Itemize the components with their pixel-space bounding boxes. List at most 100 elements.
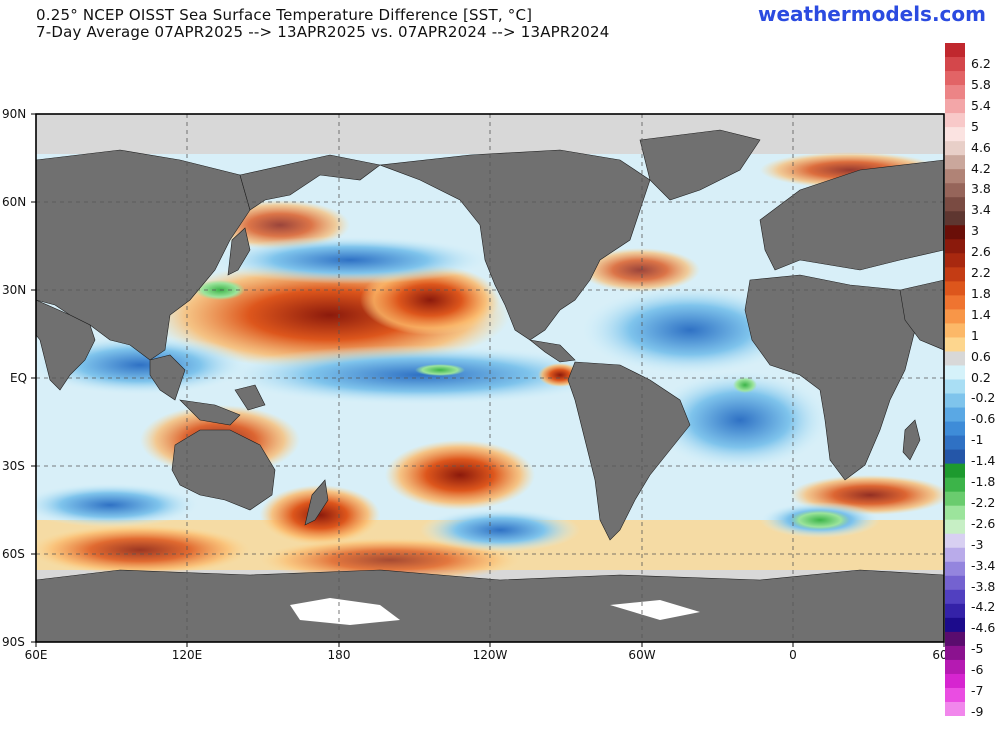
chart-subtitle: 7-Day Average 07APR2025 --> 13APR2025 vs… [36,23,610,41]
colorbar-swatch [945,435,965,451]
lon-label-120e: 120E [171,648,203,662]
colorbar-swatch [945,603,965,619]
colorbar-swatch [945,337,965,352]
colorbar-swatch [945,113,965,128]
colorbar-swatch [945,267,965,282]
lon-label-0: 0 [789,648,797,662]
colorbar-swatch [945,659,965,675]
colorbar-swatch [945,183,965,198]
colorbar-swatch [945,673,965,689]
colorbar-label: 3.8 [971,181,991,197]
colorbar-label: 3 [971,223,979,239]
europe-landmass [759,159,944,271]
colorbar-label: 2.6 [971,244,991,260]
south-pacific-warm-anomaly [385,440,535,510]
colorbar-swatch [945,687,965,703]
colorbar-swatch [945,351,965,366]
colorbar-swatch [945,505,965,521]
colorbar-swatch [945,701,965,716]
lat-label-90n: 90N [2,107,27,121]
colorbar-label: -0.6 [971,411,996,427]
colorbar-label: -3 [971,536,984,552]
colorbar-swatch [945,127,965,142]
colorbar-label: -4.6 [971,620,996,636]
axis-ticks [31,113,945,647]
colorbar-label: -9 [971,703,984,719]
colorbar-swatch [945,407,965,423]
colorbar-swatch [945,57,965,72]
colorbar-label: 1 [971,327,979,343]
colorbar-swatch [945,43,965,58]
colorbar-label: -1.8 [971,474,996,489]
colorbar-swatch [945,575,965,591]
asia-landmass [36,149,251,361]
colorbar-label: 4.6 [971,139,991,155]
colorbar-swatch [945,169,965,184]
colorbar-swatch [945,211,965,226]
colorbar-label: 4.2 [971,160,991,176]
equatorial-pacific-cool-anomaly [220,345,620,405]
colorbar-swatch [945,71,965,86]
colorbar-swatch [945,281,965,296]
brand-logo-text[interactable]: weathermodels.com [757,2,986,26]
colorbar-swatch [945,547,965,563]
lat-label-eq: EQ [10,371,28,385]
lon-label-180: 180 [327,648,351,662]
australia-landmass [171,429,276,511]
colorbar-swatch [945,449,965,465]
lat-label-90s: 90S [2,635,25,649]
colorbar-swatch [945,239,965,254]
lat-label-60s: 60S [2,547,25,561]
lon-label-60w: 60W [628,648,656,662]
colorbar-swatch [945,225,965,240]
colorbar-label: -1.4 [971,453,996,469]
colorbar-swatch [945,99,965,114]
colorbar-label: 0.2 [971,369,991,385]
colorbar-swatch [945,561,965,577]
colorbar-swatch [945,393,965,409]
lon-label-120w: 120W [472,648,508,662]
lat-label-30n: 30N [2,283,27,297]
lon-label-60e: 60E [24,648,48,662]
colorbar-label: -7 [971,683,984,698]
colorbar-label: -6 [971,662,984,678]
colorbar-swatch [945,379,965,395]
colorbar-label: -2.2 [971,494,996,510]
colorbar-swatch [945,323,965,338]
colorbar-swatch [945,533,965,549]
colorbar-label: 5.8 [971,76,991,92]
colorbar-swatch [945,463,965,479]
colorbar-swatch [945,589,965,605]
colorbar-label: 0.6 [971,348,991,364]
south-america-landmass [567,361,691,541]
colorbar-label: 3.4 [971,202,991,218]
colorbar-swatch [945,295,965,310]
lat-label-60n: 60N [2,195,27,209]
colorbar-swatch [945,197,965,212]
chart-title: 0.25° NCEP OISST Sea Surface Temperature… [36,6,533,24]
sst-anomaly-map [31,113,945,647]
colorbar-label: 6.2 [971,56,991,71]
lat-label-30s: 30S [2,459,25,473]
colorbar-label: 2.2 [971,265,991,280]
colorbar-swatch [945,141,965,156]
africa-landmass [744,274,916,481]
colorbar-swatch [945,85,965,100]
colorbar-swatch [945,617,965,633]
colorbar-swatch [945,421,965,437]
atlantic-cool-anomaly [580,285,800,375]
colorbar-label: 5 [971,118,979,134]
colorbar-label: -4.2 [971,599,996,615]
colorbar-label: -3.4 [971,557,996,573]
colorbar-label: 1.4 [971,306,991,322]
colorbar-swatch [945,309,965,324]
lon-label-60: 60 [932,648,948,662]
colorbar-swatch [945,645,965,661]
north-america-landmass [379,149,651,341]
colorbar-label: 1.8 [971,285,991,301]
colorbar-swatch [945,491,965,507]
colorbar-swatch [945,253,965,268]
colorbar-swatch [945,477,965,493]
colorbar-label: 5.4 [971,97,991,113]
colorbar-label: -5 [971,641,984,657]
